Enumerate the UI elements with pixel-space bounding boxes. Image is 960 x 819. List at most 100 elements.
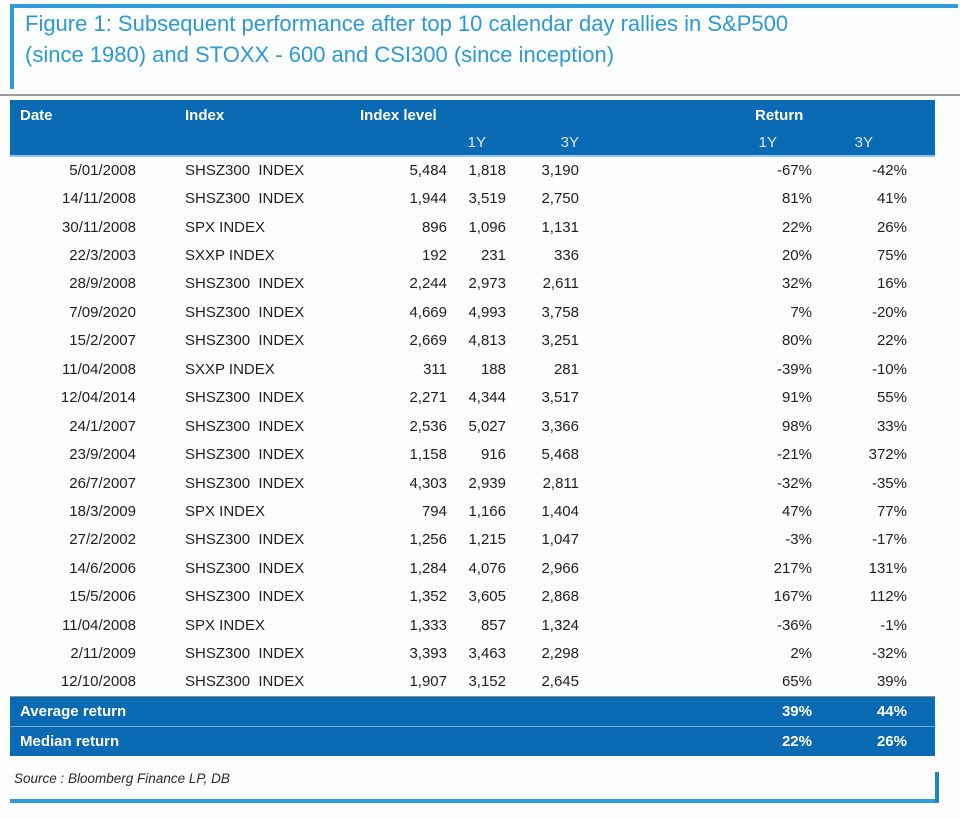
- index-cell: SHSZ300 INDEX: [185, 588, 305, 606]
- table-summary: Average return 39% 44% Median return 22%…: [10, 695, 935, 757]
- index-level-cell: 2,244: [409, 275, 447, 293]
- gap-cell: [585, 298, 710, 326]
- return-3y-cell: 39%: [876, 673, 907, 691]
- date-cell: 11/04/2008: [62, 616, 136, 634]
- return-3y-cell: 16%: [876, 275, 907, 293]
- return-3y-cell: -17%: [871, 531, 907, 549]
- return-1y-cell: 98%: [781, 417, 812, 435]
- level-1y-cell: 1,818: [468, 162, 506, 180]
- level-3y-cell: 2,611: [542, 275, 579, 293]
- col-header-index: Index: [140, 100, 300, 130]
- index-level-cell: 4,669: [409, 303, 447, 321]
- gap-cell: [585, 156, 710, 184]
- level-1y-cell: 5,027: [468, 417, 506, 435]
- return-1y-cell: -67%: [776, 162, 812, 180]
- table-row: 12/04/2014 SHSZ300 INDEX 2,271 4,344 3,5…: [10, 384, 935, 412]
- level-1y-cell: 3,152: [468, 673, 506, 691]
- subheader-level-1y: 1Y: [455, 130, 512, 157]
- date-cell: 12/04/2014: [60, 389, 136, 407]
- return-1y-cell: 65%: [781, 673, 812, 691]
- return-3y-cell: 75%: [876, 247, 907, 265]
- level-3y-cell: 3,190: [541, 162, 579, 180]
- summary-label: Median return: [10, 725, 710, 757]
- index-level-cell: 192: [421, 247, 447, 265]
- level-3y-cell: 2,298: [541, 645, 579, 663]
- table-row: 15/2/2007 SHSZ300 INDEX 2,669 4,813 3,25…: [10, 327, 935, 355]
- return-1y-cell: 47%: [781, 502, 812, 520]
- index-cell: SHSZ300 INDEX: [185, 446, 305, 464]
- level-1y-cell: 4,813: [468, 332, 506, 350]
- index-cell: SHSZ300 INDEX: [185, 162, 305, 180]
- header-spacer: [455, 100, 512, 130]
- level-3y-cell: 2,868: [541, 588, 579, 606]
- summary-return-3y: 44%: [840, 695, 935, 727]
- date-cell: 2/11/2009: [70, 645, 136, 663]
- index-cell: SHSZ300 INDEX: [185, 559, 305, 577]
- index-cell: SHSZ300 INDEX: [185, 389, 305, 407]
- source-note: Source : Bloomberg Finance LP, DB: [14, 771, 230, 786]
- return-3y-cell: 77%: [876, 502, 907, 520]
- header-spacer: [140, 130, 300, 157]
- summary-return-1y: 22%: [710, 725, 840, 757]
- date-cell: 14/6/2006: [69, 559, 136, 577]
- level-1y-cell: 3,605: [468, 588, 506, 606]
- subheader-return-3y: 3Y: [840, 130, 935, 157]
- level-1y-cell: 1,096: [468, 218, 506, 236]
- level-3y-cell: 1,047: [541, 531, 579, 549]
- index-cell: SHSZ300 INDEX: [185, 417, 305, 435]
- level-3y-cell: 2,966: [541, 559, 579, 577]
- figure-title: Figure 1: Subsequent performance after t…: [25, 11, 789, 67]
- index-cell: SHSZ300 INDEX: [185, 645, 305, 663]
- date-cell: 15/5/2006: [69, 588, 136, 606]
- return-3y-cell: 33%: [876, 417, 907, 435]
- level-1y-cell: 3,519: [468, 190, 506, 208]
- return-1y-cell: -3%: [785, 531, 812, 549]
- level-1y-cell: 916: [480, 446, 506, 464]
- index-level-cell: 896: [421, 218, 447, 236]
- index-level-cell: 4,303: [409, 474, 447, 492]
- date-cell: 30/11/2008: [62, 218, 136, 236]
- return-1y-cell: 32%: [781, 275, 812, 293]
- gap-cell: [585, 384, 710, 412]
- index-level-cell: 2,536: [409, 417, 447, 435]
- index-level-cell: 2,271: [409, 389, 447, 407]
- return-1y-cell: 7%: [790, 303, 812, 321]
- table-row: 7/09/2020 SHSZ300 INDEX 4,669 4,993 3,75…: [10, 298, 935, 326]
- level-1y-cell: 4,076: [468, 559, 506, 577]
- index-cell: SHSZ300 INDEX: [185, 531, 305, 549]
- return-3y-cell: -1%: [880, 616, 907, 634]
- col-header-return: Return: [710, 100, 840, 130]
- table-header: Date Index Index level Return 1Y 3Y 1Y 3…: [10, 100, 935, 157]
- index-level-cell: 1,944: [409, 190, 447, 208]
- subheader-return-1y: 1Y: [710, 130, 840, 157]
- index-level-cell: 3,393: [409, 645, 447, 663]
- summary-row: Average return 39% 44%: [10, 695, 935, 727]
- level-3y-cell: 1,324: [541, 616, 579, 634]
- date-cell: 27/2/2002: [69, 531, 136, 549]
- return-3y-cell: -32%: [871, 645, 907, 663]
- index-level-cell: 1,158: [409, 446, 447, 464]
- performance-table: Date Index Index level Return 1Y 3Y 1Y 3…: [10, 100, 935, 757]
- level-3y-cell: 2,750: [541, 190, 579, 208]
- level-1y-cell: 2,973: [468, 275, 506, 293]
- level-3y-cell: 336: [553, 247, 579, 265]
- gap-cell: [585, 440, 710, 468]
- return-3y-cell: 131%: [868, 559, 907, 577]
- date-cell: 7/09/2020: [69, 303, 136, 321]
- index-level-cell: 1,284: [409, 559, 447, 577]
- return-3y-cell: -42%: [871, 162, 907, 180]
- gap-cell: [585, 241, 710, 269]
- index-cell: SHSZ300 INDEX: [185, 190, 305, 208]
- date-cell: 18/3/2009: [69, 502, 136, 520]
- header-spacer: [10, 130, 140, 157]
- level-3y-cell: 281: [553, 360, 579, 378]
- header-spacer: [300, 130, 455, 157]
- date-cell: 26/7/2007: [69, 474, 136, 492]
- header-row-sub: 1Y 3Y 1Y 3Y: [10, 130, 935, 157]
- top-rule: [10, 4, 958, 8]
- table-row: 12/10/2008 SHSZ300 INDEX 1,907 3,152 2,6…: [10, 668, 935, 696]
- return-3y-cell: 112%: [869, 588, 907, 606]
- header-spacer: [512, 100, 585, 130]
- return-3y-cell: 41%: [876, 190, 907, 208]
